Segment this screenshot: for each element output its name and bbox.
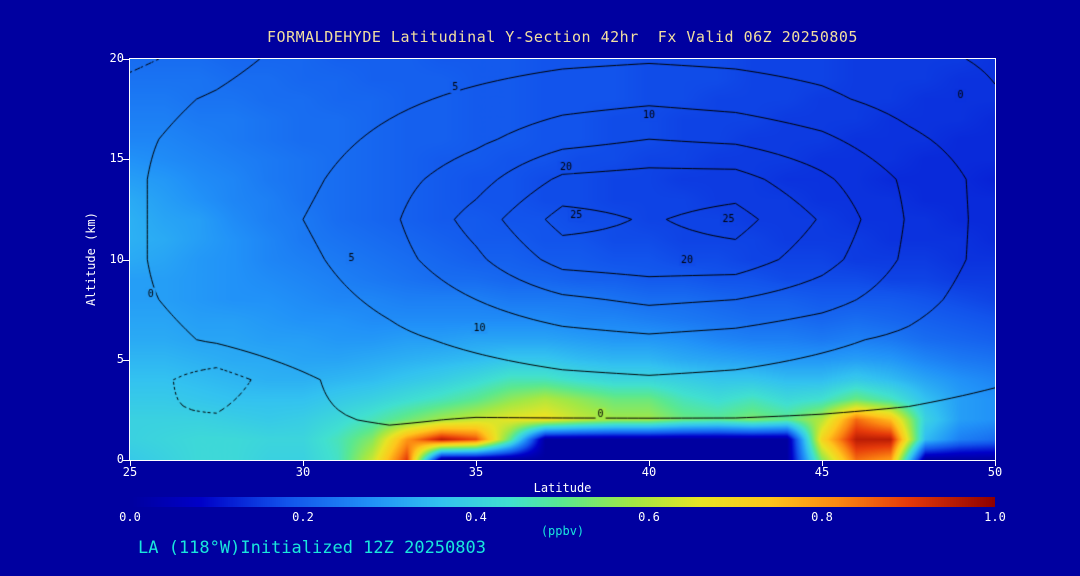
colorbar-tick-label: 0.6: [638, 510, 660, 524]
x-tick-label: 40: [641, 465, 657, 479]
y-tick-label: 10: [109, 251, 124, 266]
x-tick-label: 30: [295, 465, 311, 479]
colorbar: [130, 497, 995, 507]
x-tick-label: 25: [122, 465, 138, 479]
colorbar-units: (ppbv): [540, 524, 585, 538]
x-tick-label: 35: [468, 465, 484, 479]
footer-note: LA (118°W)Initialized 12Z 20250803: [138, 538, 486, 558]
x-tick-label: 45: [814, 465, 830, 479]
y-tick-label: 15: [109, 151, 124, 166]
x-axis-title: Latitude: [533, 481, 592, 495]
contour-plot-canvas: [130, 59, 995, 460]
y-tick-label: 0: [116, 452, 124, 466]
colorbar-tick-label: 0.4: [465, 510, 487, 524]
figure-title: FORMALDEHYDE Latitudinal Y-Section 42hr …: [267, 28, 858, 46]
colorbar-tick-label: 0.2: [292, 510, 314, 524]
colorbar-tick-label: 1.0: [984, 510, 1006, 524]
y-tick-label: 5: [116, 351, 124, 366]
colorbar-tick-label: 0.8: [811, 510, 833, 524]
colorbar-tick-label: 0.0: [119, 510, 141, 524]
x-tick-label: 50: [987, 465, 1003, 479]
y-tick-label: 20: [109, 51, 124, 65]
